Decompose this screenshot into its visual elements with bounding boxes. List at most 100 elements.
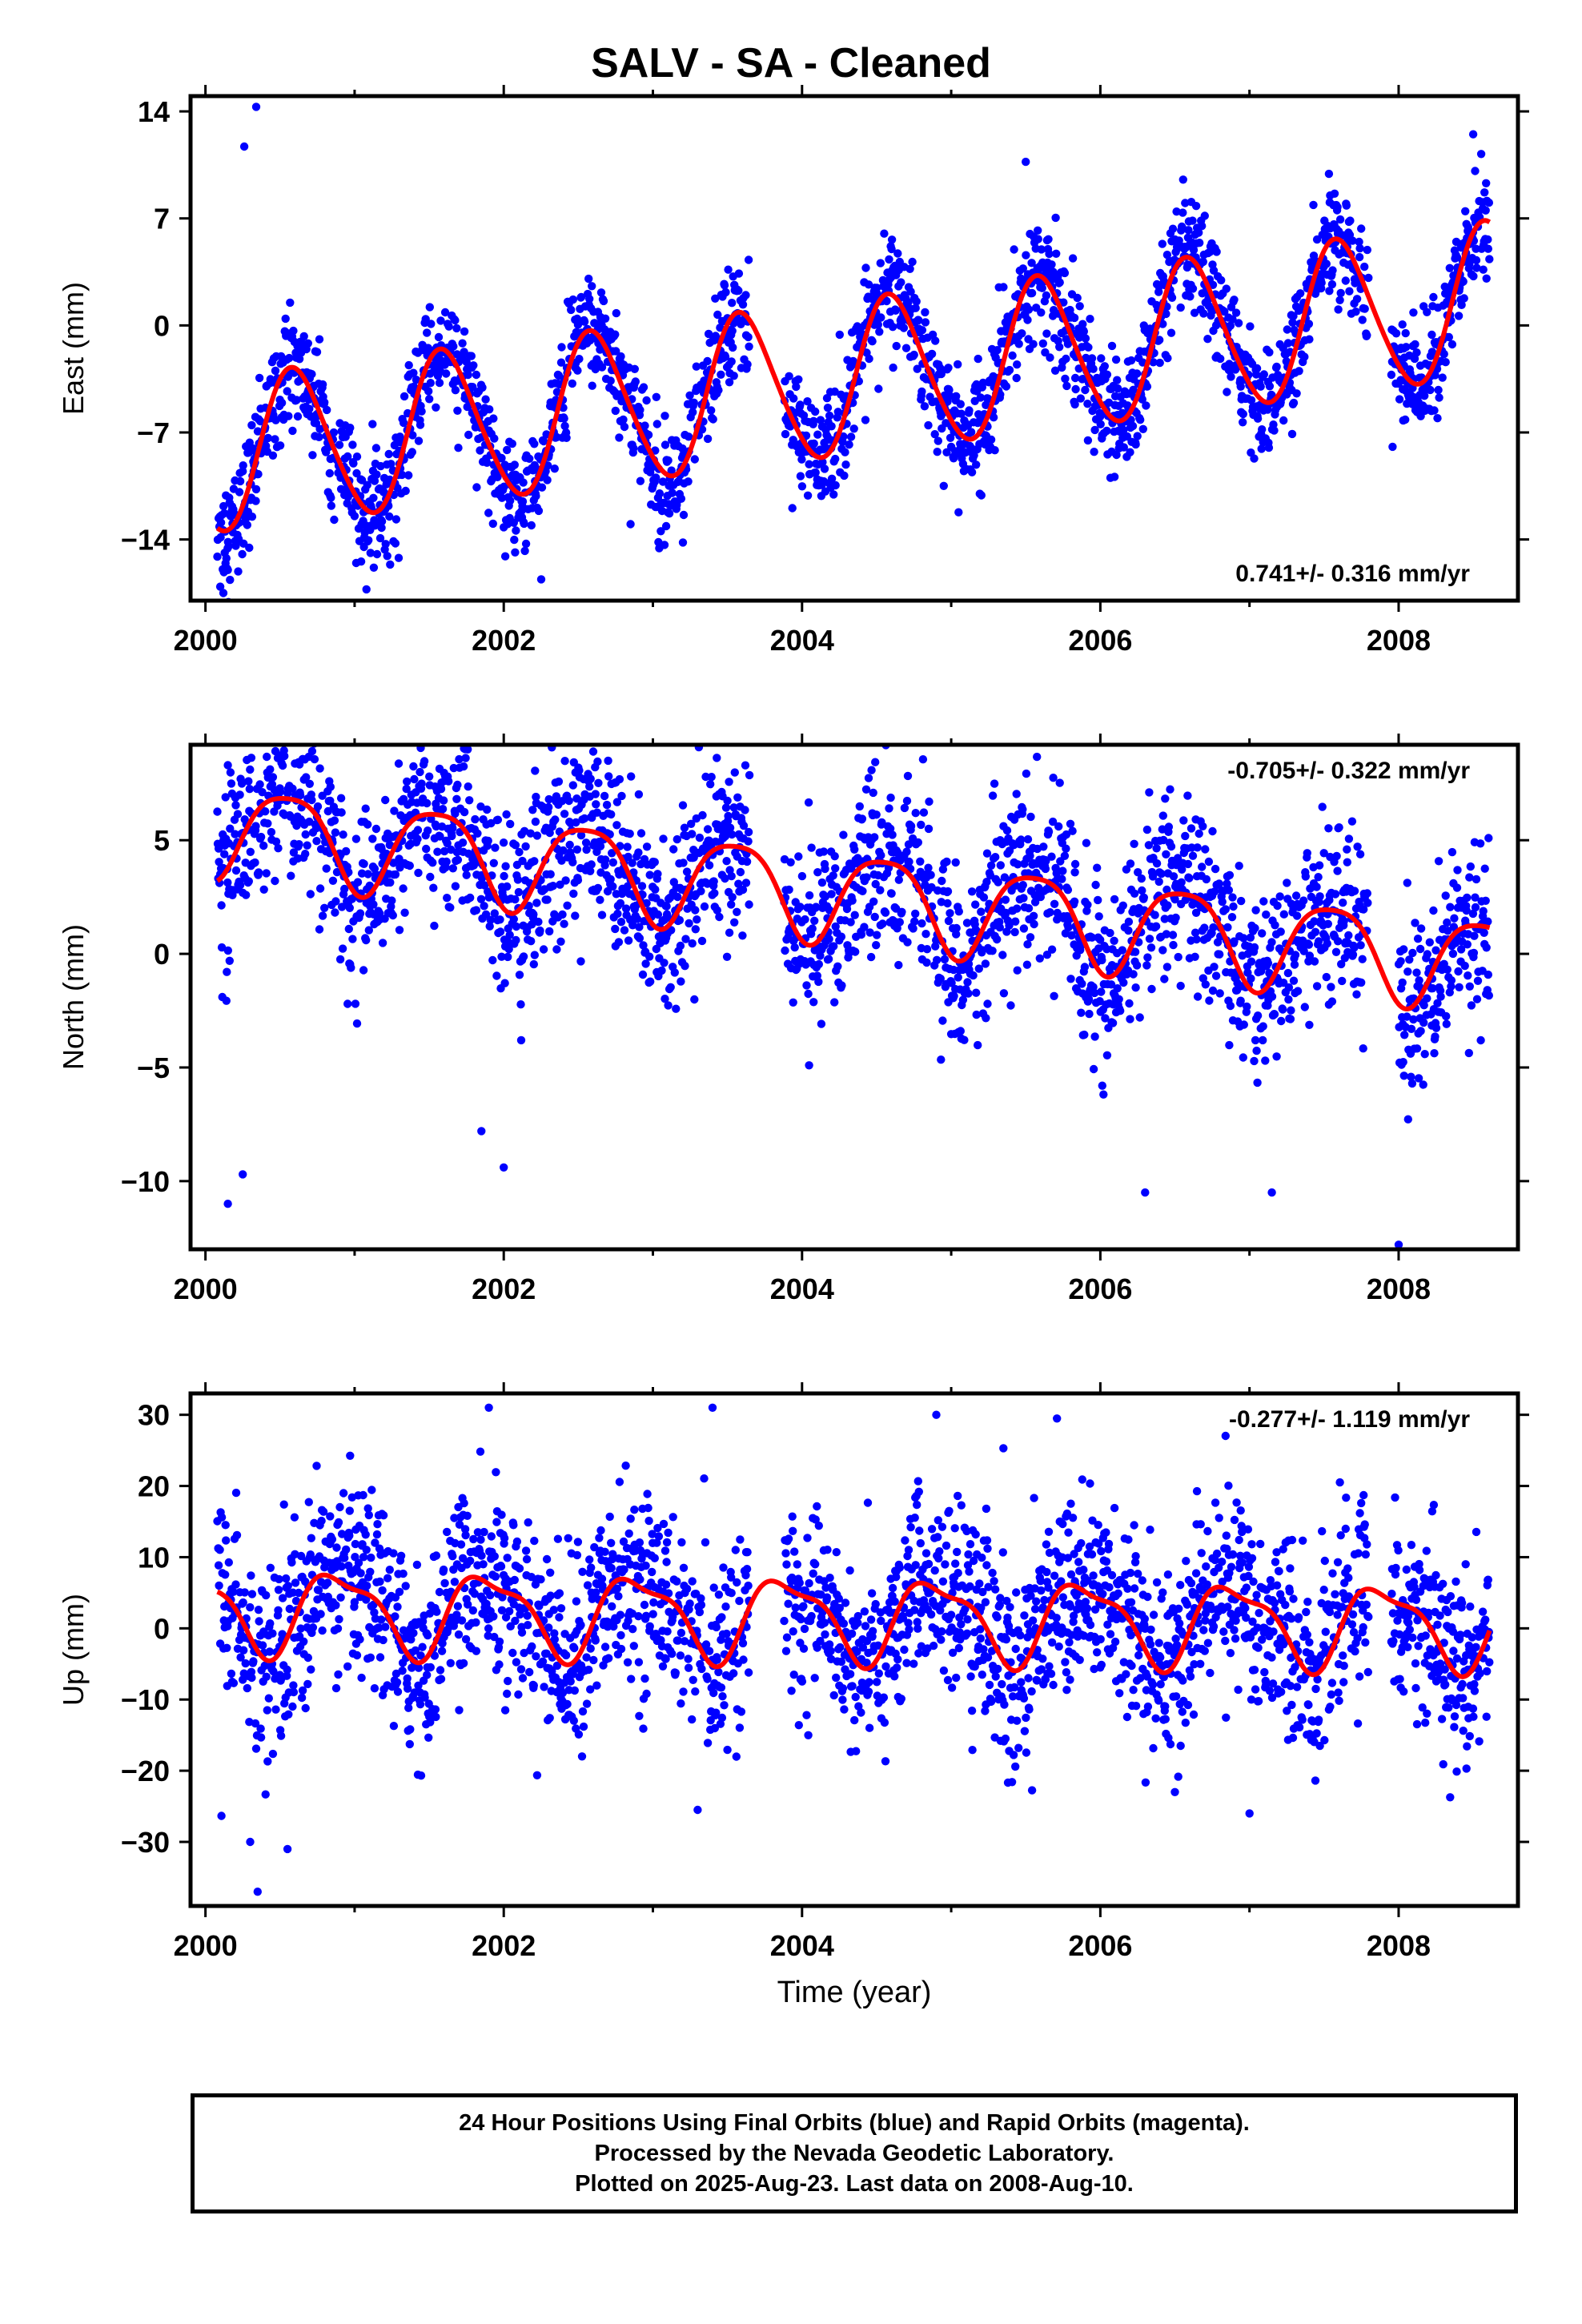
data-point [1144,841,1154,850]
data-point [388,911,397,920]
data-point [989,413,998,422]
data-point [977,491,986,500]
data-point [385,840,394,850]
data-point [229,1679,239,1687]
data-point [408,448,416,456]
data-point [938,1016,947,1025]
data-point [1118,901,1128,911]
data-point [634,848,643,857]
data-point [1124,917,1134,927]
data-point [246,765,255,774]
data-point [1038,283,1047,292]
data-point [1010,245,1018,254]
data-point [996,861,1006,870]
data-point [733,907,741,917]
data-point [995,923,1005,932]
data-point [1412,968,1421,977]
data-point [993,346,1002,355]
data-point [922,958,931,967]
data-point [1423,994,1431,1003]
data-point [1024,305,1034,314]
data-point [1053,908,1062,918]
data-point [988,947,997,955]
data-point [814,959,823,969]
data-point [565,840,574,850]
data-point [1484,198,1494,207]
data-point [1222,284,1231,293]
x-tick-label: 2000 [174,624,238,657]
data-point [1089,1064,1098,1074]
data-point [664,456,673,465]
data-point [1087,354,1097,363]
data-point [545,927,554,936]
data-point [1299,947,1308,955]
data-point [996,390,1005,399]
data-point [615,774,624,784]
data-point [337,808,346,817]
data-point [1449,923,1459,931]
data-point [1070,400,1079,409]
data-point [1130,839,1138,849]
data-point [284,687,292,695]
data-point [1257,967,1266,975]
outlier-point [239,1170,247,1179]
data-point [478,383,487,392]
data-point [906,287,915,296]
data-point [717,370,725,379]
data-point [1035,954,1045,963]
data-point [991,853,1000,862]
data-point [425,395,434,404]
data-point [451,316,460,325]
data-point [385,512,394,521]
data-point [1332,851,1341,861]
data-point [227,779,236,788]
x-tick-label: 2002 [472,1273,536,1305]
data-point [1198,862,1207,871]
data-point [611,330,620,339]
data-point [745,770,754,780]
data-point [909,350,918,360]
data-point [1152,859,1162,868]
data-point [1073,293,1082,303]
data-point [865,354,873,364]
outlier-point [1468,130,1478,139]
data-point [688,939,697,948]
data-point [1191,952,1199,962]
data-point [560,757,569,766]
data-point [1301,872,1311,881]
data-point [710,889,719,898]
data-point [658,477,668,486]
data-point [804,989,813,999]
data-point [1217,275,1226,285]
data-point [1228,315,1237,324]
data-point [636,405,644,415]
data-point [1239,1020,1249,1029]
data-point [1046,908,1054,917]
data-point [365,881,374,891]
data-point [1239,409,1248,419]
data-point [1017,835,1026,844]
data-point [1236,382,1245,391]
data-point [1430,1049,1439,1058]
data-point [1050,366,1060,375]
data-point [971,900,980,909]
data-point [619,415,628,424]
data-point [489,414,498,423]
data-point [1042,291,1051,300]
data-point [820,464,829,473]
data-point [990,779,999,788]
data-point [744,837,753,846]
data-point [685,391,694,400]
data-point [741,291,750,300]
data-point [723,796,732,806]
data-point [1263,959,1273,968]
data-point [819,847,829,856]
data-point [1070,313,1079,323]
data-point [680,823,689,832]
data-point [831,922,840,931]
data-point [1319,849,1328,858]
data-point [1068,254,1078,263]
data-point [1350,887,1359,895]
data-point [444,777,453,786]
data-point [831,480,840,490]
